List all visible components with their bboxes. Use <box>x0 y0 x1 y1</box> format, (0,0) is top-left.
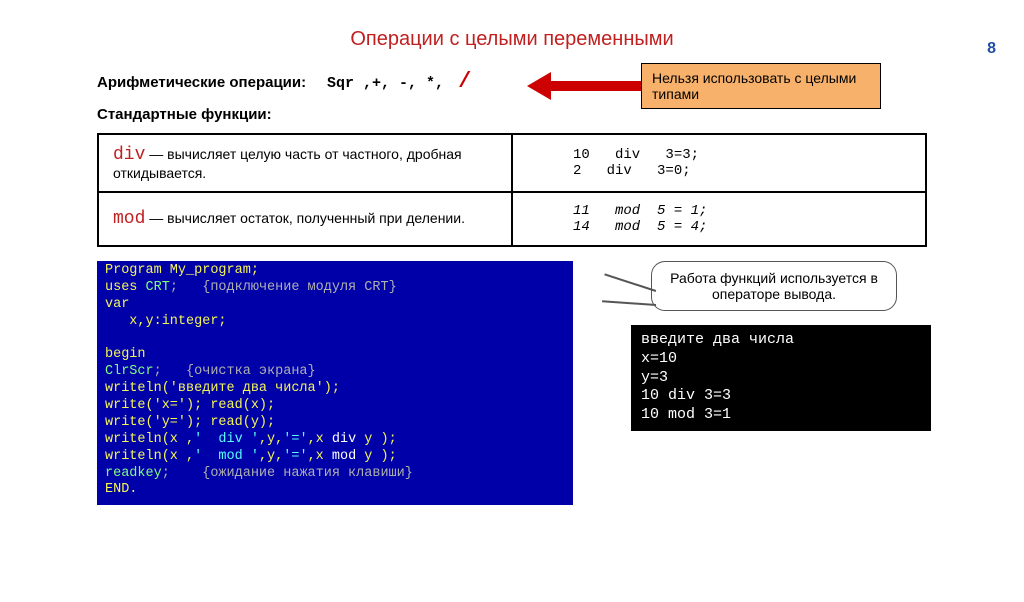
op-desc: — вычисляет целую часть от частного, дро… <box>113 146 462 181</box>
table-row: div — вычисляет целую часть от частного,… <box>98 134 926 192</box>
code-comment: ; {ожидание нажатия клавиши} <box>162 466 413 481</box>
code-line: writeln(x , <box>105 432 194 447</box>
code-str: ' div ' <box>194 432 259 447</box>
code-line: END. <box>105 482 137 497</box>
callout-tail-icon <box>602 300 656 305</box>
code-line: writeln('введите два числа'); <box>105 381 340 396</box>
callout-tail-icon <box>604 273 656 291</box>
code-kw: readkey <box>105 466 162 481</box>
code-line: ,x <box>308 432 332 447</box>
arith-line: Арифметические операции: Sqr ,+, -, *, /… <box>97 69 927 94</box>
op-keyword: mod <box>113 209 145 229</box>
ex-line: 2 div 3=0; <box>573 163 691 179</box>
op-desc: — вычисляет остаток, полученный при деле… <box>145 210 465 226</box>
op-example-cell: 11 mod 5 = 1; 14 mod 5 = 4; <box>512 192 926 246</box>
code-line: ,x <box>308 449 332 464</box>
code-op: div <box>332 432 356 447</box>
op-desc-cell: div — вычисляет целую часть от частного,… <box>98 134 512 192</box>
code-op: mod <box>332 449 356 464</box>
ex-line: 14 mod 5 = 4; <box>573 219 707 235</box>
code-line: writeln(x , <box>105 449 194 464</box>
op-desc-cell: mod — вычисляет остаток, полученный при … <box>98 192 512 246</box>
code-line: y ); <box>356 449 397 464</box>
code-str: '=' <box>283 449 307 464</box>
code-line: y ); <box>356 432 397 447</box>
code-str: ' mod ' <box>194 449 259 464</box>
code-kw: CRT <box>146 280 170 295</box>
ex-line: 11 mod 5 = 1; <box>573 203 707 219</box>
code-line: var <box>105 297 129 312</box>
slash-symbol: / <box>458 69 472 94</box>
warning-arrow: Нельзя использовать с целыми типами <box>527 63 881 109</box>
code-kw: ClrScr <box>105 364 154 379</box>
lower-section: Program My_program; uses CRT; {подключен… <box>97 261 927 505</box>
op-keyword: div <box>113 145 145 165</box>
page-number: 8 <box>987 40 996 58</box>
code-line: ,y, <box>259 449 283 464</box>
arrow-shaft <box>551 81 641 91</box>
terminal-output: введите два числа x=10 y=3 10 div 3=3 10… <box>631 325 931 431</box>
code-str: '=' <box>283 432 307 447</box>
note-text: Работа функций используется в операторе … <box>670 270 878 302</box>
table-row: mod — вычисляет остаток, полученный при … <box>98 192 926 246</box>
code-line: write('x='); read(x); <box>105 398 275 413</box>
right-column: Работа функций используется в операторе … <box>591 261 921 431</box>
main-content: Арифметические операции: Sqr ,+, -, *, /… <box>97 69 927 505</box>
code-comment: ; {очистка экрана} <box>154 364 316 379</box>
arith-ops: Sqr ,+, -, *, <box>327 75 444 92</box>
code-line: x,y:integer; <box>105 314 227 329</box>
code-line: write('y='); read(y); <box>105 415 275 430</box>
code-line: uses <box>105 280 146 295</box>
code-line: begin <box>105 347 146 362</box>
code-line: Program My_program; <box>105 263 259 278</box>
op-example-cell: 10 div 3=3; 2 div 3=0; <box>512 134 926 192</box>
arrow-head-icon <box>527 72 551 100</box>
arith-label: Арифметические операции: <box>97 74 306 91</box>
pascal-code: Program My_program; uses CRT; {подключен… <box>97 261 573 505</box>
note-callout: Работа функций используется в операторе … <box>651 261 897 311</box>
warning-callout: Нельзя использовать с целыми типами <box>641 63 881 109</box>
ex-line: 10 div 3=3; <box>573 147 699 163</box>
code-line: ,y, <box>259 432 283 447</box>
operations-table: div — вычисляет целую часть от частного,… <box>97 133 927 247</box>
code-comment: ; {подключение модуля CRT} <box>170 280 397 295</box>
page-title: Операции с целыми переменными <box>0 28 1024 51</box>
